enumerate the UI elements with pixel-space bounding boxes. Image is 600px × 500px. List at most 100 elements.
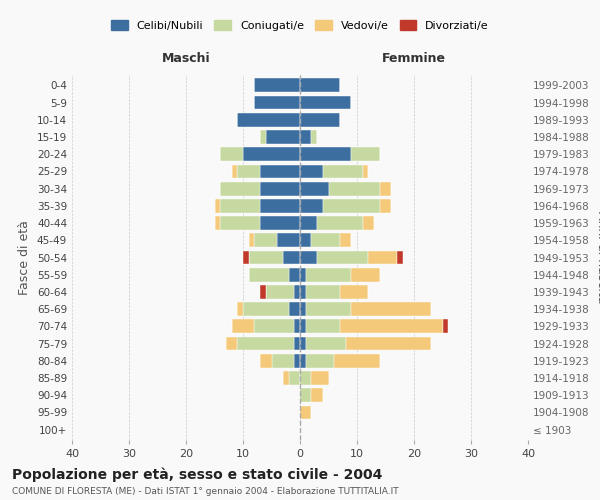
Bar <box>249 268 289 281</box>
Bar <box>238 164 260 178</box>
Bar <box>362 216 374 230</box>
Bar <box>300 388 311 402</box>
Bar <box>300 354 306 368</box>
Bar <box>311 130 317 144</box>
Bar <box>306 302 352 316</box>
Bar <box>220 199 260 212</box>
Bar <box>300 285 306 299</box>
Bar <box>266 285 295 299</box>
Bar <box>295 336 300 350</box>
Bar <box>232 164 238 178</box>
Bar <box>266 130 300 144</box>
Bar <box>254 96 300 110</box>
Bar <box>249 250 283 264</box>
Bar <box>397 250 403 264</box>
Bar <box>300 216 317 230</box>
Bar <box>306 320 340 334</box>
Bar <box>300 234 311 247</box>
Bar <box>334 354 380 368</box>
Bar <box>295 285 300 299</box>
Bar <box>260 285 266 299</box>
Bar <box>295 354 300 368</box>
Bar <box>226 336 238 350</box>
Bar <box>254 78 300 92</box>
Text: Popolazione per età, sesso e stato civile - 2004: Popolazione per età, sesso e stato civil… <box>12 468 382 482</box>
Bar <box>254 320 295 334</box>
Text: Maschi: Maschi <box>161 52 211 64</box>
Bar <box>300 199 323 212</box>
Bar <box>340 285 368 299</box>
Bar <box>238 302 243 316</box>
Bar <box>300 96 352 110</box>
Bar <box>289 371 300 385</box>
Bar <box>311 371 329 385</box>
Bar <box>260 354 271 368</box>
Bar <box>317 250 368 264</box>
Bar <box>380 199 391 212</box>
Legend: Celibi/Nubili, Coniugati/e, Vedovi/e, Divorziati/e: Celibi/Nubili, Coniugati/e, Vedovi/e, Di… <box>107 16 493 35</box>
Bar <box>243 250 249 264</box>
Bar <box>368 250 397 264</box>
Bar <box>300 268 306 281</box>
Bar <box>220 182 260 196</box>
Bar <box>300 371 311 385</box>
Bar <box>295 320 300 334</box>
Bar <box>260 216 300 230</box>
Bar <box>271 354 295 368</box>
Bar <box>300 182 329 196</box>
Bar <box>249 234 254 247</box>
Bar <box>260 164 300 178</box>
Y-axis label: Anni di nascita: Anni di nascita <box>595 211 600 304</box>
Bar <box>232 320 254 334</box>
Bar <box>352 148 380 161</box>
Bar <box>323 164 362 178</box>
Bar <box>300 320 306 334</box>
Bar <box>329 182 380 196</box>
Bar <box>352 268 380 281</box>
Bar <box>300 302 306 316</box>
Bar <box>340 320 443 334</box>
Bar <box>260 182 300 196</box>
Bar <box>300 78 340 92</box>
Text: COMUNE DI FLORESTA (ME) - Dati ISTAT 1° gennaio 2004 - Elaborazione TUTTITALIA.I: COMUNE DI FLORESTA (ME) - Dati ISTAT 1° … <box>12 488 398 496</box>
Bar <box>306 336 346 350</box>
Bar <box>260 199 300 212</box>
Bar <box>306 268 352 281</box>
Bar <box>300 164 323 178</box>
Bar <box>300 130 311 144</box>
Bar <box>323 199 380 212</box>
Bar <box>283 250 300 264</box>
Bar <box>220 216 260 230</box>
Bar <box>215 199 220 212</box>
Bar <box>380 182 391 196</box>
Bar <box>289 302 300 316</box>
Bar <box>243 302 289 316</box>
Bar <box>300 336 306 350</box>
Bar <box>340 234 351 247</box>
Bar <box>311 388 323 402</box>
Bar <box>243 148 300 161</box>
Bar <box>238 113 300 126</box>
Bar <box>306 354 334 368</box>
Bar <box>300 148 352 161</box>
Bar <box>311 234 340 247</box>
Bar <box>300 250 317 264</box>
Bar <box>220 148 243 161</box>
Bar <box>300 406 311 419</box>
Bar <box>283 371 289 385</box>
Bar <box>260 130 266 144</box>
Bar <box>300 113 340 126</box>
Bar <box>443 320 448 334</box>
Bar <box>289 268 300 281</box>
Bar <box>254 234 277 247</box>
Bar <box>352 302 431 316</box>
Bar <box>215 216 220 230</box>
Bar <box>362 164 368 178</box>
Bar <box>306 285 340 299</box>
Bar <box>346 336 431 350</box>
Text: Femmine: Femmine <box>382 52 446 64</box>
Bar <box>317 216 363 230</box>
Bar <box>238 336 295 350</box>
Bar <box>277 234 300 247</box>
Y-axis label: Fasce di età: Fasce di età <box>19 220 31 295</box>
